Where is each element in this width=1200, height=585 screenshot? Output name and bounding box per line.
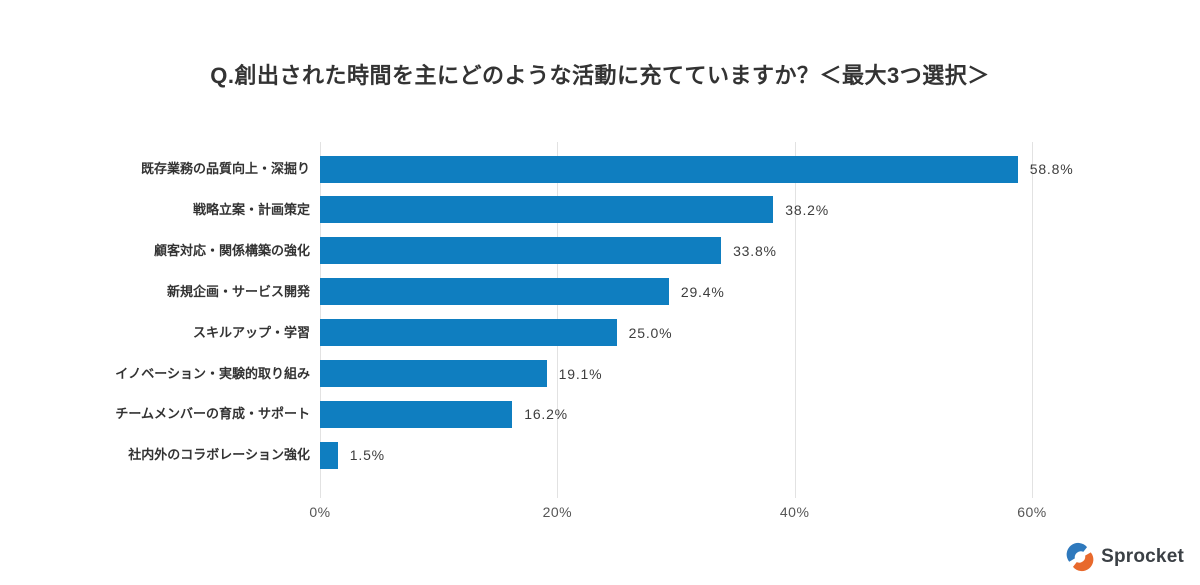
bar xyxy=(320,278,669,306)
x-tick-label: 0% xyxy=(309,504,331,520)
category-label: 社内外のコラボレーション強化 xyxy=(128,447,310,463)
bar xyxy=(320,155,1018,183)
value-label: 16.2% xyxy=(524,406,568,423)
value-label: 25.0% xyxy=(628,324,673,341)
x-tick-label: 20% xyxy=(542,504,573,520)
bar xyxy=(320,360,547,387)
category-label: 顧客対応・関係構築の強化 xyxy=(153,242,310,258)
value-label: 29.4% xyxy=(680,283,725,300)
bar xyxy=(320,196,774,224)
category-label: 新規企画・サービス開発 xyxy=(166,283,310,299)
category-label: 戦略立案・計画策定 xyxy=(192,201,310,217)
gridline xyxy=(1032,142,1033,498)
category-label: 既存業務の品質向上・深掘り xyxy=(140,161,310,176)
chart-title: Q.創出された時間を主にどのような活動に充てていますか？＜最大3つ選択＞ xyxy=(210,63,990,88)
logo-text: Sprocket xyxy=(1101,546,1184,567)
sprocket-logo: Sprocket xyxy=(1065,542,1184,572)
value-label: 1.5% xyxy=(349,447,385,464)
value-label: 33.8% xyxy=(733,242,777,259)
value-label: 38.2% xyxy=(785,201,829,218)
value-label: 58.8% xyxy=(1029,161,1074,177)
x-tick-label: 40% xyxy=(779,504,810,520)
value-label: 19.1% xyxy=(558,365,603,382)
bar-chart: 0% 20% 40% 60% 既存業務の品質向上・深掘り 58.8% 戦略立案・計画策定 38… xyxy=(0,142,1200,542)
x-tick-label: 60% xyxy=(1017,504,1047,520)
bar xyxy=(320,441,338,469)
category-label: イノベーション・実験的取り組み xyxy=(115,365,310,381)
category-label: スキルアップ・学習 xyxy=(192,324,310,340)
bar xyxy=(320,237,722,265)
bar xyxy=(320,319,617,347)
bar xyxy=(320,400,513,428)
sprocket-swirl-icon xyxy=(1065,542,1095,572)
category-label: チームメンバーの育成・サポート xyxy=(115,406,310,422)
gridline xyxy=(794,142,796,498)
